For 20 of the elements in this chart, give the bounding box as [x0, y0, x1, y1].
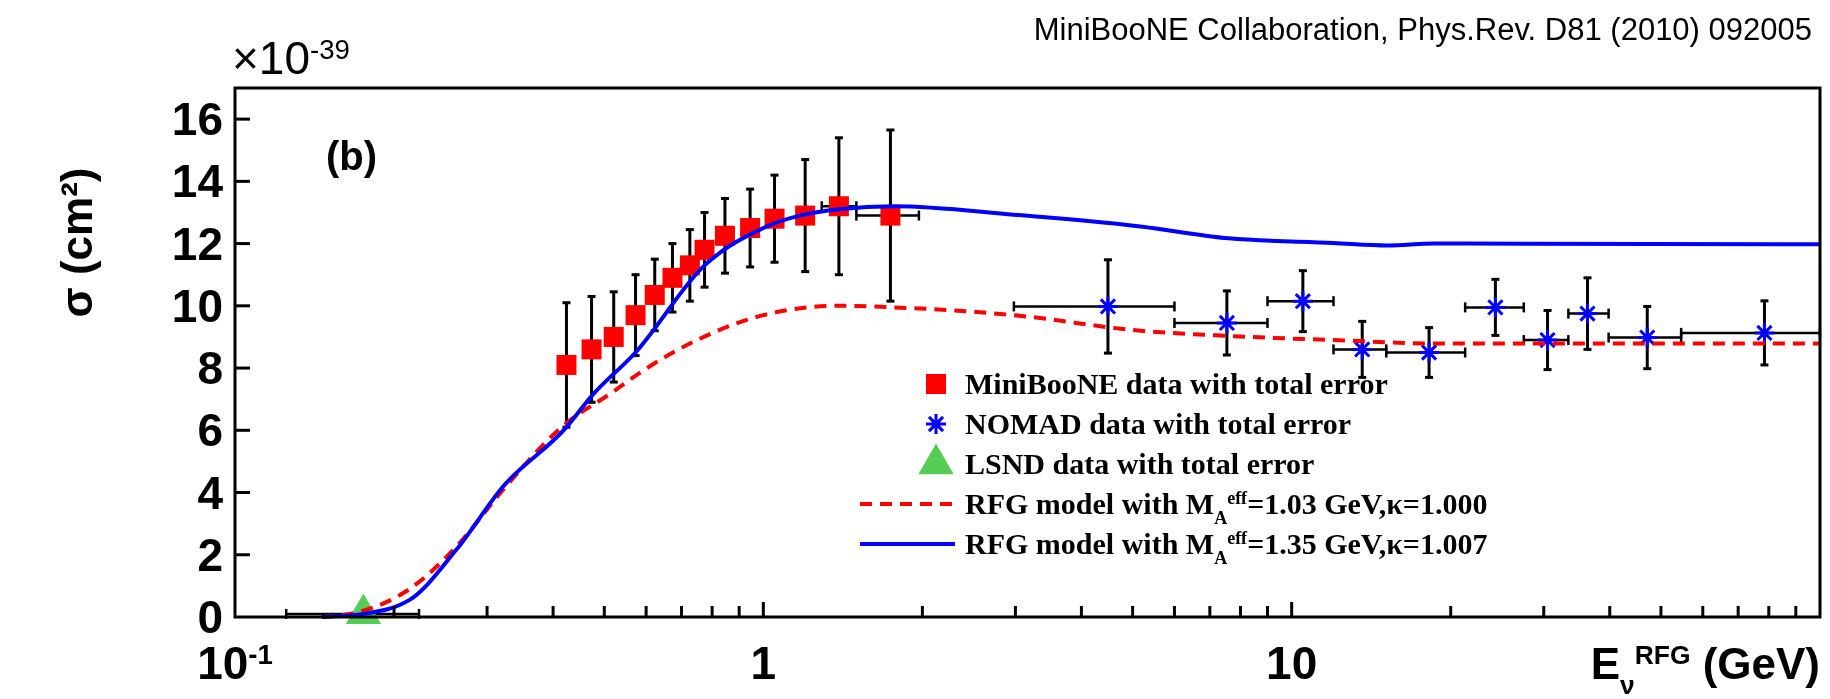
y-tick-label: 10 — [171, 279, 223, 332]
legend-label: RFG model with M$_{A}$$^{eff}$=1.35 GeV,κ=1.007 — [965, 527, 1488, 568]
text: MiniBooNE Collaboration, Phys.Rev. D81 (2010) 092005 — [1033, 12, 1812, 47]
x-tick-label: 10 — [1266, 637, 1318, 689]
x-axis-title: E$_{ν}$$^{RFG}$ (GeV) — [1590, 639, 1820, 699]
y-tick-label: 12 — [171, 217, 223, 270]
legend-label: MiniBooNE data with total error — [965, 367, 1388, 400]
legend-label: NOMAD data with total error — [965, 407, 1352, 440]
y-axis-title: σ (cm²) — [52, 167, 101, 318]
x-tick-label: 1 — [750, 637, 777, 689]
y-tick-label: 6 — [197, 404, 223, 457]
annotation: (b) — [326, 134, 378, 178]
legend-label: LSND data with total error — [965, 447, 1315, 480]
y-tick-label: 16 — [171, 93, 223, 146]
y-tick-label: 4 — [197, 466, 224, 519]
y-tick-label: 8 — [197, 342, 223, 395]
text: ×10$^{-39}$ — [232, 32, 350, 84]
y-tick-label: 2 — [197, 528, 223, 581]
legend-label: RFG model with M$_{A}$$^{eff}$=1.03 GeV,κ=1.000 — [965, 487, 1488, 528]
y-tick-label: 14 — [171, 155, 224, 208]
